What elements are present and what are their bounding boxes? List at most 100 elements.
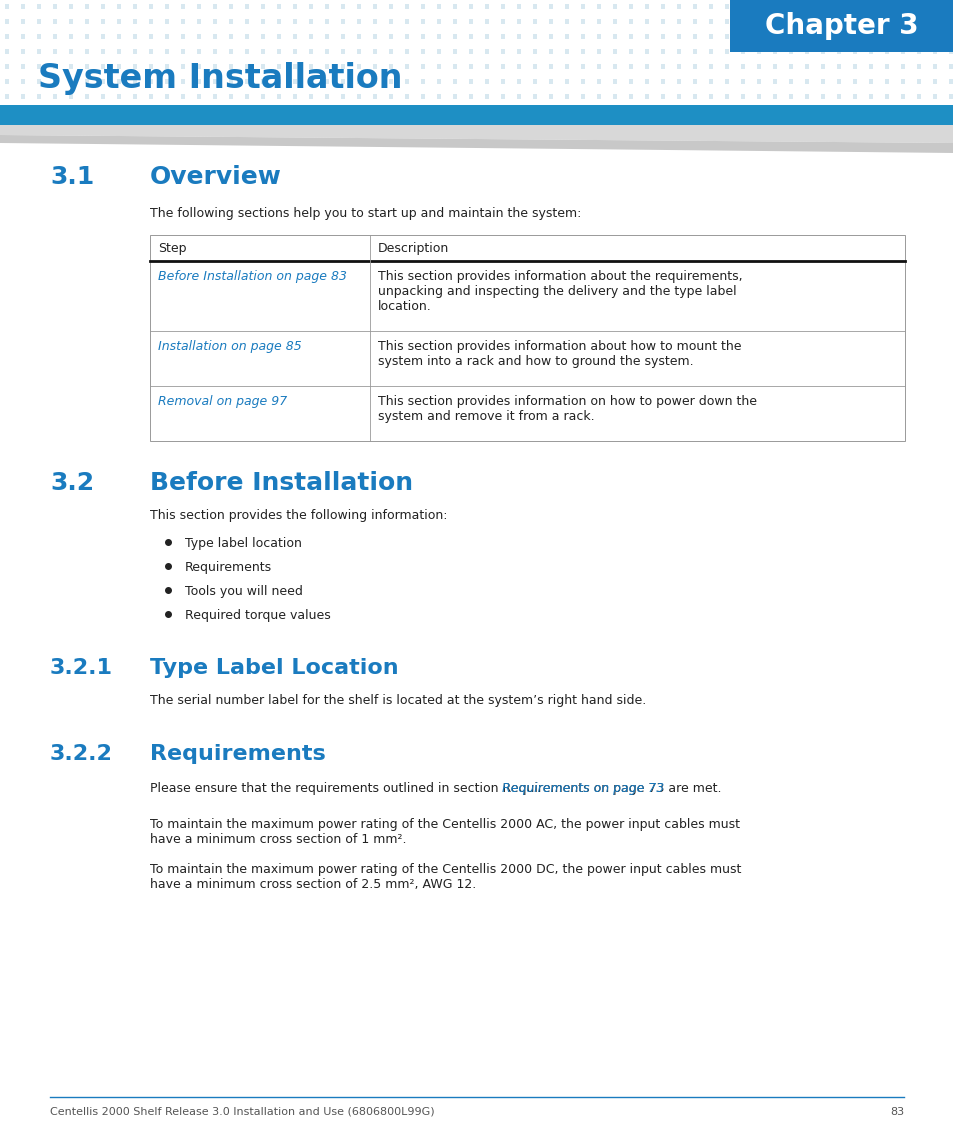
Bar [933, 33, 936, 39]
Bar [86, 33, 89, 39]
Bar [181, 33, 185, 39]
Bar [917, 94, 920, 98]
Bar [341, 79, 345, 84]
Bar [421, 18, 424, 24]
Bar [517, 79, 520, 84]
Bar [421, 79, 424, 84]
Bar [533, 48, 537, 54]
Bar [597, 79, 600, 84]
Bar [453, 94, 456, 98]
Text: 3.1: 3.1 [50, 165, 94, 189]
Bar [485, 33, 489, 39]
Bar [660, 18, 664, 24]
Bar [485, 18, 489, 24]
Bar [341, 33, 345, 39]
Bar [613, 3, 617, 8]
Bar [245, 18, 249, 24]
Bar [517, 94, 520, 98]
Bar [613, 63, 617, 69]
Bar [757, 3, 760, 8]
Polygon shape [0, 125, 953, 143]
Bar [821, 33, 824, 39]
Bar [629, 3, 633, 8]
Bar [948, 18, 952, 24]
Bar [804, 63, 808, 69]
Bar [230, 94, 233, 98]
Bar [757, 18, 760, 24]
Bar [341, 63, 345, 69]
Bar [150, 33, 152, 39]
Text: The serial number label for the shelf is located at the system’s right hand side: The serial number label for the shelf is… [150, 694, 645, 706]
Bar [437, 18, 440, 24]
Text: 3.2.1: 3.2.1 [50, 658, 112, 678]
Bar [597, 3, 600, 8]
Bar [277, 33, 281, 39]
Bar [581, 63, 584, 69]
Bar [549, 18, 553, 24]
Bar [181, 94, 185, 98]
Bar [230, 18, 233, 24]
Text: To maintain the maximum power rating of the Centellis 2000 DC, the power input c: To maintain the maximum power rating of … [150, 863, 740, 891]
Text: Overview: Overview [150, 165, 281, 189]
Bar [613, 48, 617, 54]
Bar [374, 33, 376, 39]
Bar [213, 63, 216, 69]
Bar [357, 79, 360, 84]
Bar [901, 3, 904, 8]
Text: The following sections help you to start up and maintain the system:: The following sections help you to start… [150, 207, 580, 220]
Bar [341, 48, 345, 54]
Bar [645, 18, 648, 24]
Bar [917, 79, 920, 84]
Bar [901, 79, 904, 84]
Bar [245, 79, 249, 84]
Bar [740, 18, 744, 24]
Bar [709, 94, 712, 98]
Bar [660, 48, 664, 54]
Text: Chapter 3: Chapter 3 [764, 11, 918, 40]
Bar [597, 33, 600, 39]
Text: This section provides information on how to power down the
system and remove it : This section provides information on how… [377, 395, 757, 423]
Bar [517, 3, 520, 8]
Bar [133, 79, 137, 84]
Bar [729, 0, 953, 52]
Bar [325, 63, 329, 69]
Bar [549, 48, 553, 54]
Bar [709, 3, 712, 8]
Bar [773, 94, 776, 98]
Bar [357, 18, 360, 24]
Bar [22, 18, 25, 24]
Bar [469, 94, 473, 98]
Bar [740, 79, 744, 84]
Bar [101, 79, 105, 84]
Bar [581, 18, 584, 24]
Bar [868, 94, 872, 98]
Bar [868, 33, 872, 39]
Bar [453, 63, 456, 69]
Bar [677, 3, 680, 8]
Bar [549, 3, 553, 8]
Bar [660, 63, 664, 69]
Bar [917, 63, 920, 69]
Text: Installation on page 85: Installation on page 85 [158, 340, 301, 353]
Bar [565, 94, 568, 98]
Bar [804, 94, 808, 98]
Bar [86, 48, 89, 54]
Bar [405, 79, 409, 84]
Bar [405, 18, 409, 24]
Bar [309, 79, 313, 84]
Bar [645, 33, 648, 39]
Bar [837, 33, 841, 39]
Bar [884, 94, 888, 98]
Bar [789, 94, 792, 98]
Bar [709, 63, 712, 69]
Bar [165, 33, 169, 39]
Bar [150, 3, 152, 8]
Bar [948, 3, 952, 8]
Bar [453, 3, 456, 8]
Bar [117, 18, 121, 24]
Bar [724, 79, 728, 84]
Bar [405, 3, 409, 8]
Bar [261, 79, 265, 84]
Bar [773, 63, 776, 69]
Bar [853, 79, 856, 84]
